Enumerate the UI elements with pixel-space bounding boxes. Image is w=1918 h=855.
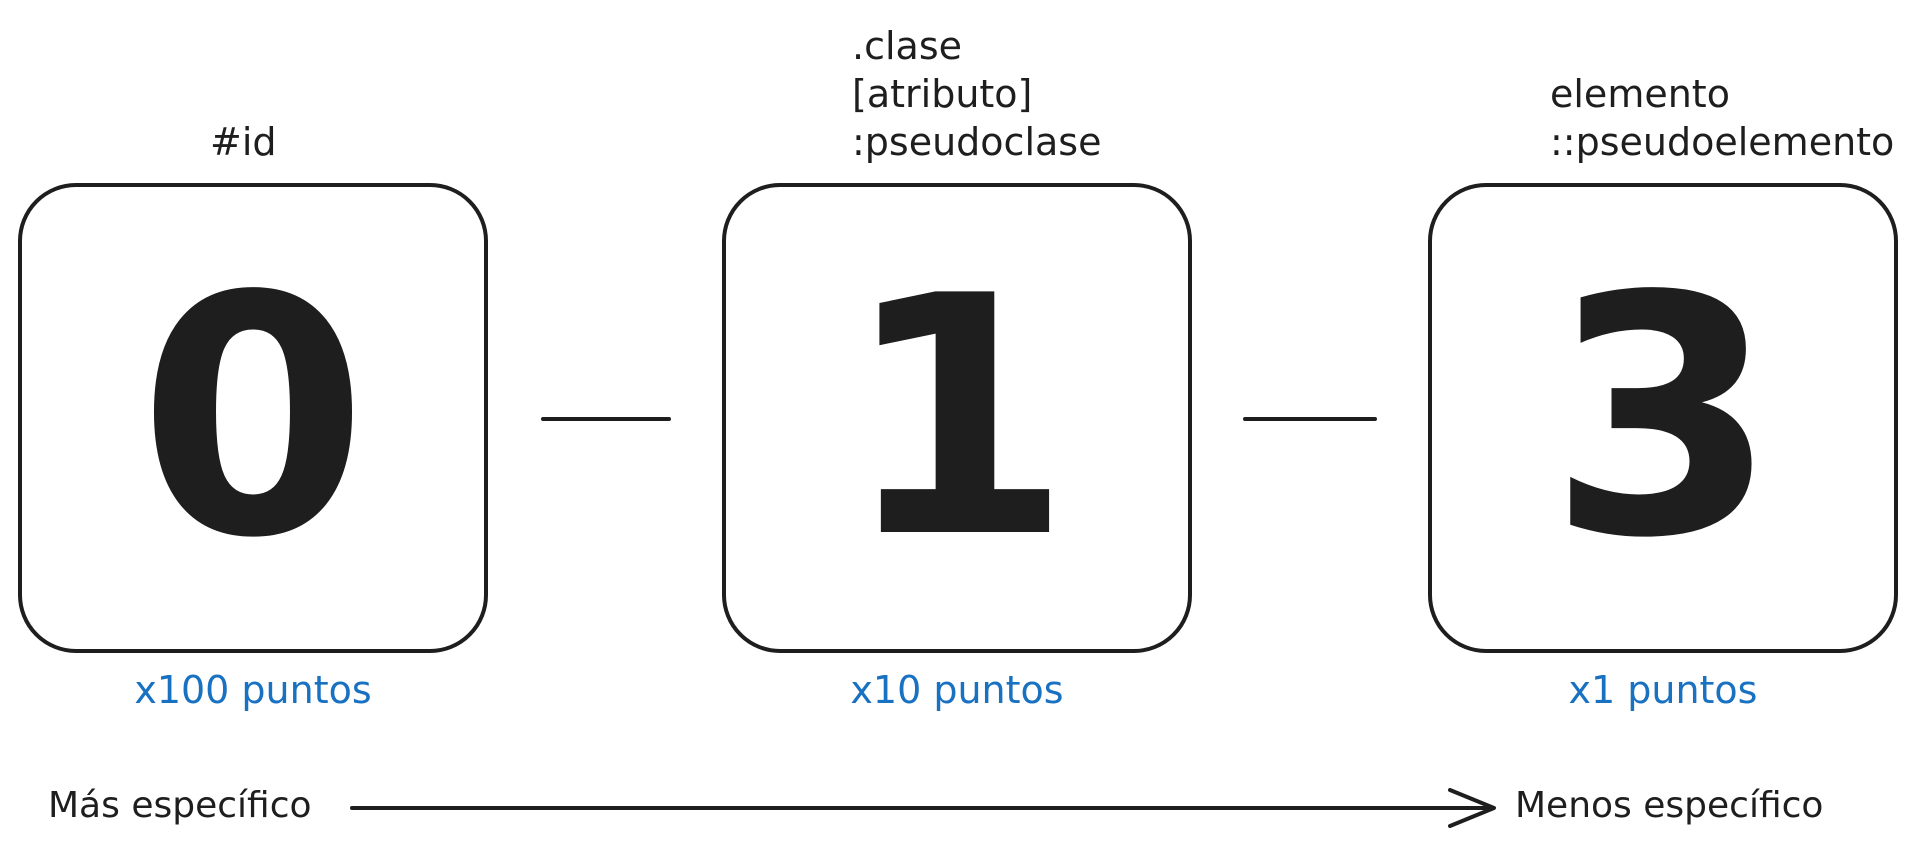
separator-dash-1 bbox=[541, 417, 671, 421]
specificity-digit-classes: 1 bbox=[842, 226, 1072, 610]
points-label-ids: x100 puntos bbox=[134, 668, 372, 712]
separator-dash-2 bbox=[1243, 417, 1377, 421]
selector-label: elemento bbox=[1550, 72, 1730, 116]
selector-label: #id bbox=[210, 120, 277, 164]
specificity-box-classes: 1 bbox=[722, 183, 1192, 653]
points-label-classes: x10 puntos bbox=[850, 668, 1064, 712]
points-label-elements: x1 puntos bbox=[1568, 668, 1758, 712]
specificity-box-elements: 3 bbox=[1428, 183, 1898, 653]
selector-label: :pseudoclase bbox=[852, 120, 1102, 164]
specificity-box-ids: 0 bbox=[18, 183, 488, 653]
specificity-digit-ids: 0 bbox=[138, 226, 368, 610]
selector-list-elements: elemento ::pseudoelemento bbox=[1550, 70, 1894, 166]
least-specific-label: Menos específico bbox=[1515, 785, 1824, 826]
selector-list-classes: .clase [atributo] :pseudoclase bbox=[852, 22, 1101, 166]
selector-list-id: #id bbox=[210, 118, 277, 166]
specificity-digit-elements: 3 bbox=[1548, 226, 1778, 610]
selector-label: ::pseudoelemento bbox=[1550, 120, 1895, 164]
arrow-head-icon bbox=[1448, 788, 1496, 828]
most-specific-label: Más específico bbox=[48, 785, 312, 826]
selector-label: [atributo] bbox=[852, 72, 1033, 116]
selector-label: .clase bbox=[852, 24, 962, 68]
